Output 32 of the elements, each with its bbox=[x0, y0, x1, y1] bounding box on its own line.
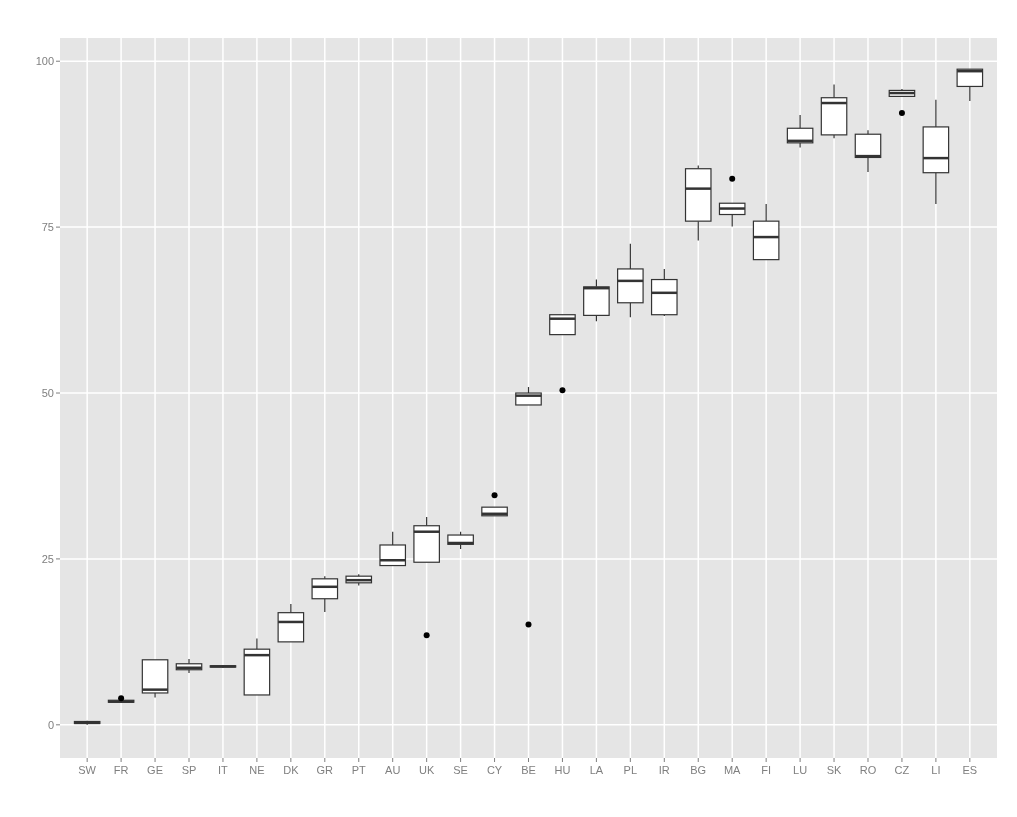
x-tick-label: GE bbox=[147, 764, 164, 776]
x-tick-label: LU bbox=[793, 764, 808, 776]
y-tick-label: 50 bbox=[41, 386, 54, 399]
x-tick-label: SK bbox=[826, 764, 843, 776]
x-tick-label: NE bbox=[249, 764, 265, 776]
y-tick-label: 75 bbox=[41, 220, 54, 233]
x-tick-label: GR bbox=[316, 764, 334, 776]
x-tick-label: LI bbox=[931, 764, 941, 776]
x-tick-label: SW bbox=[78, 764, 97, 776]
x-tick-label: IT bbox=[218, 764, 229, 776]
x-tick-label: RO bbox=[859, 764, 877, 776]
x-tick-label: BE bbox=[521, 764, 536, 776]
x-tick-label: UK bbox=[419, 764, 435, 776]
x-tick-label: FI bbox=[761, 764, 772, 776]
y-tick-label: 25 bbox=[41, 552, 54, 565]
x-tick-label: IR bbox=[658, 764, 670, 776]
y-tick-label: 100 bbox=[35, 55, 54, 68]
x-tick-label: AU bbox=[385, 764, 401, 776]
y-tick-label: 0 bbox=[47, 718, 54, 731]
x-tick-label: ES bbox=[962, 764, 978, 776]
x-tick-label: HU bbox=[554, 764, 571, 776]
x-tick-label: PL bbox=[623, 764, 638, 776]
x-tick-label: BG bbox=[690, 764, 707, 776]
x-tick-label: DK bbox=[283, 764, 300, 776]
x-tick-label: FR bbox=[113, 764, 129, 776]
x-tick-label: CY bbox=[486, 764, 503, 776]
x-tick-label: MA bbox=[723, 764, 742, 776]
x-tick-label: SP bbox=[181, 764, 197, 776]
x-tick-label: LA bbox=[589, 764, 604, 776]
x-tick-label: CZ bbox=[894, 764, 910, 776]
x-tick-label: SE bbox=[453, 764, 468, 776]
x-tick-label: PT bbox=[351, 764, 367, 776]
